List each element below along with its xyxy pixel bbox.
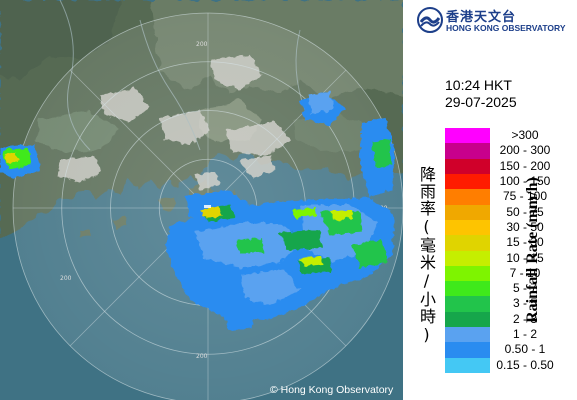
legend-swatch xyxy=(445,128,490,144)
legend-swatch xyxy=(445,311,490,328)
legend-label: >300 xyxy=(511,128,539,142)
legend-label: 0.50 - 1 xyxy=(504,342,546,357)
legend-label: 50 - 75 xyxy=(506,204,544,219)
radar-site-marker xyxy=(204,205,211,208)
legend-swatch xyxy=(445,296,490,312)
legend-swatch xyxy=(445,357,490,373)
legend-label: 0.15 - 0.50 xyxy=(496,357,554,372)
legend-label: 7 - 10 xyxy=(509,265,541,280)
legend-label: 10 - 15 xyxy=(506,250,544,265)
legend-swatch xyxy=(445,265,490,282)
legend-color-bar xyxy=(445,128,490,373)
legend-swatch xyxy=(445,342,490,358)
info-panel: 香港天文台 HONG KONG OBSERVATORY 10:24 HKT 29… xyxy=(403,0,577,400)
radar-map[interactable]: 200 200 200 200 xyxy=(0,0,403,400)
radar-map-svg: 200 200 200 200 xyxy=(0,0,403,400)
observation-date: 29-07-2025 xyxy=(445,94,517,110)
legend-label: 5 - 7 xyxy=(512,281,537,296)
legend-swatch xyxy=(445,219,490,236)
legend-title-cn: 降雨率(毫米/小時) xyxy=(417,165,436,345)
legend-label: 1 - 2 xyxy=(512,327,537,342)
legend-label: 150 - 200 xyxy=(499,158,551,173)
legend-swatch xyxy=(445,250,490,266)
legend-label: 75 - 100 xyxy=(502,189,548,204)
legend-title-en: Rainfall Rate (mm/h) xyxy=(524,177,541,323)
logo-name-cn: 香港天文台 xyxy=(446,9,517,24)
legend-swatch xyxy=(445,189,490,205)
legend-label: 15 - 30 xyxy=(506,235,544,250)
map-copyright: © Hong Kong Observatory xyxy=(270,384,394,396)
legend-label: 100 - 150 xyxy=(499,173,551,188)
legend-swatch xyxy=(445,204,490,220)
legend-swatch xyxy=(445,173,490,190)
logo-name-en: HONG KONG OBSERVATORY xyxy=(446,23,566,33)
legend-swatch xyxy=(445,143,490,159)
hko-logo-icon xyxy=(417,7,443,33)
legend-label: 200 - 300 xyxy=(499,143,551,158)
legend-label: 30 - 50 xyxy=(506,219,544,234)
legend-swatch xyxy=(445,235,490,251)
legend-labels: >300 200 - 300 150 - 200 100 - 150 75 - 100 5… xyxy=(491,128,559,373)
legend-swatch xyxy=(445,327,490,343)
range-label-north: 200 xyxy=(196,41,208,48)
rain-echoes xyxy=(0,92,395,330)
range-label-west: 200 xyxy=(60,275,72,282)
legend-label: 3 - 5 xyxy=(512,296,537,311)
legend-swatch xyxy=(445,158,490,174)
legend-swatch xyxy=(445,281,490,297)
observation-time: 10:24 HKT xyxy=(445,77,512,93)
legend-label: 2 - 3 xyxy=(512,311,537,326)
range-label-south: 200 xyxy=(196,353,208,360)
